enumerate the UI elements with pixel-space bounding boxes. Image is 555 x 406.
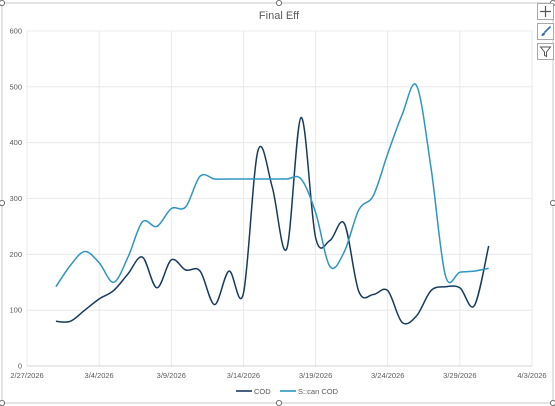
resize-handle[interactable] <box>550 200 555 206</box>
y-tick-label: 100 <box>9 306 22 315</box>
y-tick-label: 0 <box>18 362 22 371</box>
legend-label: COD <box>254 387 271 396</box>
x-tick-label: 3/29/2026 <box>443 371 476 380</box>
x-tick-label: 3/9/2026 <box>157 371 186 380</box>
chart-styles-button[interactable] <box>537 23 554 40</box>
legend-label: S::can COD <box>298 387 339 396</box>
series-line-0[interactable] <box>55 116 490 325</box>
x-axis-labels: 2/27/2026 3/4/2026 3/9/2026 3/14/2026 3/19/2… <box>10 371 546 380</box>
y-tick-label: 500 <box>9 82 22 91</box>
series-line-1[interactable] <box>55 83 489 288</box>
legend[interactable]: COD S::can COD <box>236 387 339 396</box>
gridlines <box>26 30 533 367</box>
resize-handle[interactable] <box>0 200 5 206</box>
plus-icon <box>540 6 551 17</box>
x-tick-label: 3/4/2026 <box>85 371 114 380</box>
x-tick-label: 2/27/2026 <box>10 371 43 380</box>
brush-icon <box>541 25 552 36</box>
x-tick-label: 4/3/2026 <box>517 371 546 380</box>
resize-handle[interactable] <box>0 400 5 406</box>
chart-elements-button[interactable] <box>537 3 554 20</box>
resize-handle[interactable] <box>275 399 282 406</box>
y-tick-label: 300 <box>9 194 22 203</box>
x-tick-label: 3/24/2026 <box>371 371 404 380</box>
y-axis-labels: 0 100 200 300 400 500 600 <box>9 27 22 371</box>
x-tick-label: 3/19/2026 <box>299 371 332 380</box>
filter-icon <box>539 46 552 58</box>
resize-handle[interactable] <box>275 0 282 6</box>
resize-handle[interactable] <box>0 0 5 6</box>
chart-filters-button[interactable] <box>537 43 554 60</box>
chart-title[interactable]: Final Eff <box>259 10 300 22</box>
y-tick-label: 600 <box>9 27 22 36</box>
x-tick-label: 3/14/2026 <box>227 371 260 380</box>
resize-handle[interactable] <box>550 400 555 406</box>
plot-area[interactable] <box>55 83 490 325</box>
y-tick-label: 400 <box>9 138 22 147</box>
y-tick-label: 200 <box>9 250 22 259</box>
